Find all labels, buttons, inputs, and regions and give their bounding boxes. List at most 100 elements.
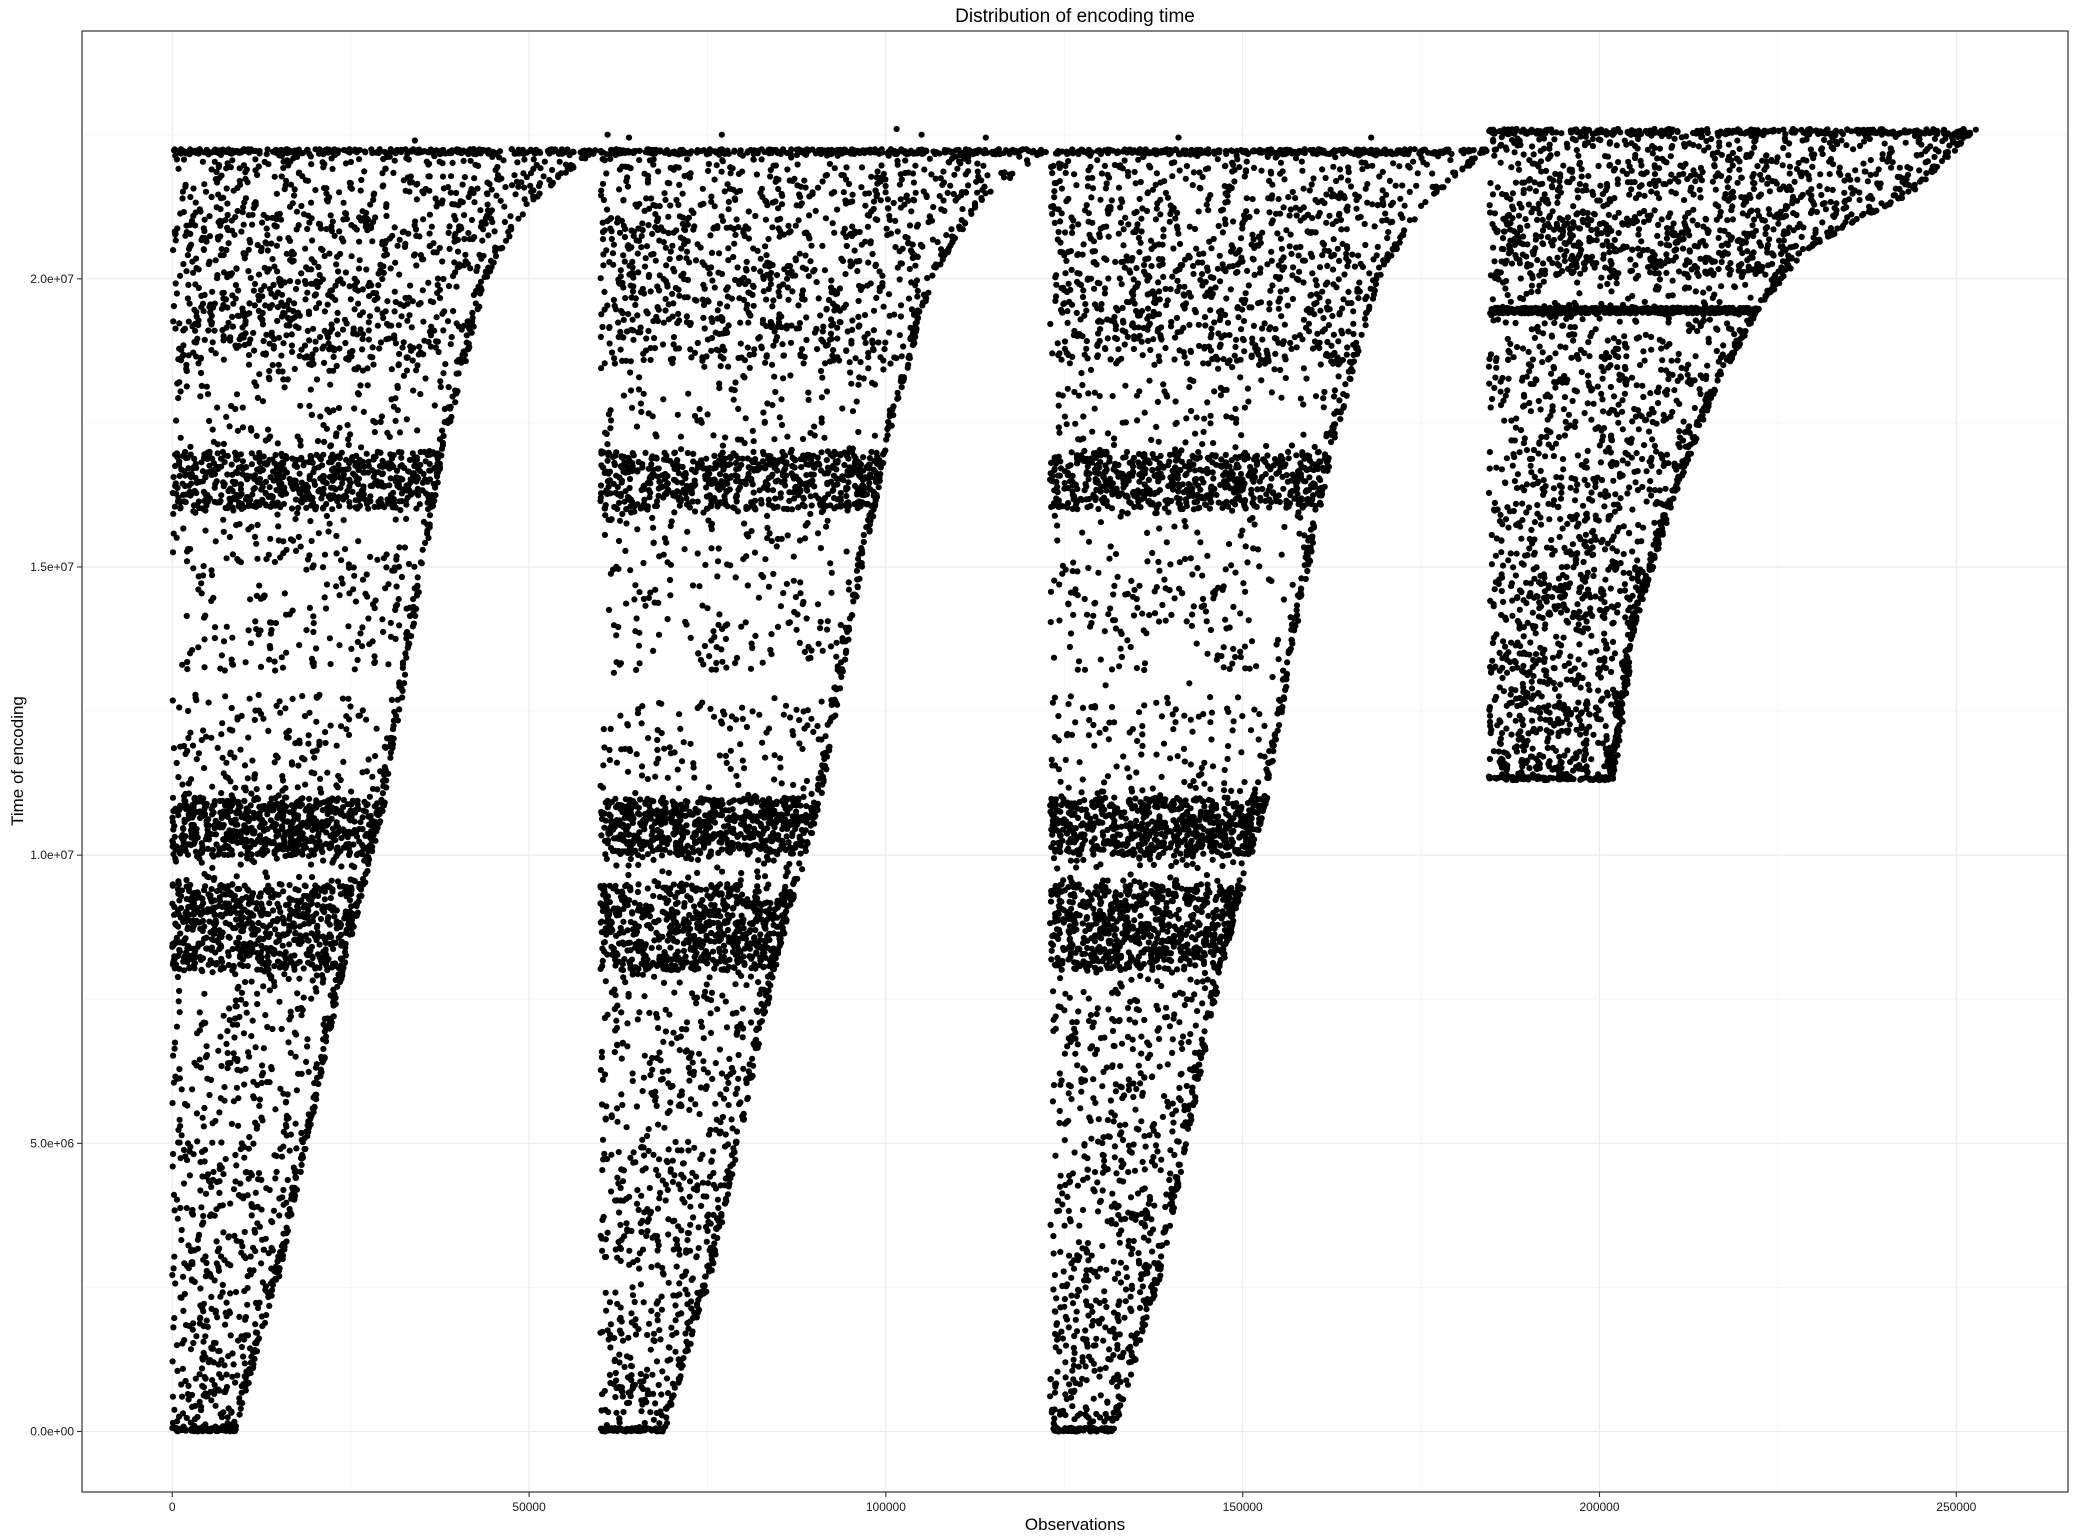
scatter-point	[345, 441, 352, 448]
scatter-point	[197, 369, 205, 377]
scatter-point	[518, 179, 525, 186]
scatter-point	[208, 319, 215, 326]
scatter-point	[317, 334, 324, 341]
scatter-point	[523, 201, 530, 208]
scatter-point	[414, 427, 421, 434]
scatter-point	[171, 1207, 178, 1214]
scatter-point	[311, 770, 318, 777]
scatter-point	[796, 717, 803, 724]
scatter-point	[309, 918, 316, 925]
scatter-point	[445, 417, 452, 424]
scatter-point	[345, 465, 352, 472]
scatter-point	[393, 553, 400, 560]
scatter-point	[458, 326, 465, 333]
scatter-point	[190, 565, 197, 572]
scatter-point	[306, 795, 313, 803]
scatter-point	[256, 1223, 263, 1230]
scatter-point	[320, 1056, 327, 1063]
scatter-point	[234, 1372, 241, 1379]
scatter-point	[468, 216, 475, 224]
scatter-point	[177, 434, 184, 441]
scatter-point	[187, 729, 194, 736]
scatter-point	[230, 795, 237, 802]
scatter-point	[454, 388, 461, 395]
scatter-point	[452, 147, 459, 154]
scatter-point	[471, 234, 478, 241]
scatter-point	[387, 475, 394, 482]
scatter-point	[199, 1382, 206, 1389]
scatter-point	[186, 243, 193, 250]
scatter-point	[262, 350, 269, 357]
scatter-point	[491, 228, 498, 235]
scatter-point	[198, 459, 205, 466]
scatter-point	[347, 703, 354, 710]
scatter-point	[346, 809, 353, 817]
scatter-point	[256, 803, 263, 811]
scatter-point	[172, 845, 179, 852]
scatter-point	[337, 891, 344, 898]
scatter-point	[194, 1236, 201, 1243]
scatter-point	[843, 548, 850, 555]
scatter-point	[705, 160, 713, 168]
scatter-point	[312, 338, 319, 345]
scatter-point	[237, 903, 244, 910]
scatter-point	[342, 210, 349, 217]
scatter-point	[170, 745, 177, 752]
scatter-point	[309, 237, 316, 244]
scatter-point	[238, 712, 245, 720]
scatter-point	[231, 1232, 238, 1240]
scatter-point	[219, 720, 226, 727]
scatter-point	[335, 461, 342, 468]
scatter-point	[232, 405, 239, 413]
scatter-point	[220, 194, 227, 201]
scatter-point	[281, 832, 288, 839]
scatter-point	[189, 1206, 196, 1214]
scatter-point	[189, 1086, 196, 1093]
scatter-point	[274, 461, 281, 468]
scatter-point	[229, 313, 236, 320]
scatter-point	[350, 564, 357, 571]
scatter-point	[235, 1122, 242, 1129]
scatter-point	[343, 456, 350, 463]
scatter-point	[188, 1276, 195, 1283]
scatter-point	[171, 822, 178, 830]
scatter-point	[245, 352, 253, 359]
scatter-point	[657, 1189, 664, 1196]
scatter-point	[180, 327, 187, 334]
scatter-point	[210, 1168, 217, 1176]
scatter-point	[227, 1200, 234, 1207]
scatter-point	[312, 891, 319, 898]
scatter-point	[298, 938, 305, 945]
scatter-point	[193, 308, 200, 316]
scatter-point	[426, 211, 433, 218]
scatter-point	[395, 596, 402, 603]
scatter-point	[327, 212, 334, 219]
scatter-point	[264, 967, 271, 974]
scatter-point	[308, 199, 315, 206]
scatter-point	[261, 460, 268, 467]
scatter-point	[258, 1072, 265, 1079]
scatter-point	[283, 649, 290, 656]
scatter-point	[263, 1312, 270, 1319]
scatter-point	[293, 1145, 300, 1152]
scatter-point	[175, 881, 182, 888]
scatter-point	[371, 469, 378, 477]
scatter-point	[377, 339, 385, 346]
scatter-point	[298, 346, 305, 353]
scatter-point	[280, 1186, 287, 1194]
scatter-point	[228, 704, 235, 712]
scatter-point	[369, 785, 377, 792]
scatter-point	[185, 1396, 192, 1403]
scatter-point	[229, 292, 236, 299]
scatter-point	[609, 250, 617, 257]
scatter-point	[267, 474, 274, 481]
scatter-point	[242, 321, 249, 328]
scatter-point	[404, 317, 411, 324]
scatter-point	[308, 161, 315, 168]
scatter-point	[356, 156, 363, 163]
scatter-point	[181, 1337, 188, 1344]
scatter-point	[194, 335, 201, 342]
scatter-point	[247, 596, 254, 603]
scatter-point	[497, 245, 504, 252]
scatter-point	[831, 229, 838, 236]
